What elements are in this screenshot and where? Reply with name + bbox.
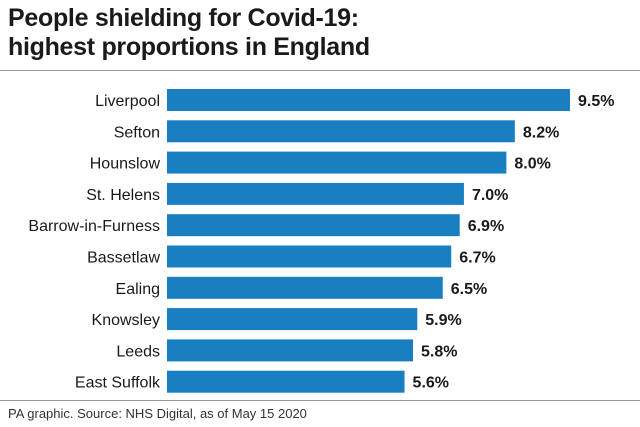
category-label: Hounslow xyxy=(90,156,161,173)
bar xyxy=(167,276,443,299)
bar xyxy=(167,339,414,362)
title-divider xyxy=(0,70,640,71)
chart-title: People shielding for Covid-19: highest p… xyxy=(8,4,628,62)
value-label: 6.9% xyxy=(468,218,504,235)
category-label: Liverpool xyxy=(95,93,160,110)
value-label: 6.5% xyxy=(451,281,487,298)
bar xyxy=(167,214,460,237)
value-label: 5.6% xyxy=(413,375,449,392)
value-label: 5.8% xyxy=(421,343,457,360)
category-label: Barrow-in-Furness xyxy=(28,218,160,235)
bar xyxy=(167,182,464,205)
value-label: 7.0% xyxy=(472,187,508,204)
footer: PA graphic. Source: NHS Digital, as of M… xyxy=(0,400,640,427)
category-label: East Suffolk xyxy=(75,375,161,392)
category-label: Sefton xyxy=(114,124,160,141)
category-label: Leeds xyxy=(116,343,160,360)
bar-chart: Liverpool 9.5% Sefton 8.2% Hounslow 8.0% St. H… xyxy=(28,89,614,393)
bar xyxy=(167,370,405,393)
category-label: Bassetlaw xyxy=(87,250,160,267)
bar xyxy=(167,245,452,268)
bar xyxy=(167,120,515,143)
value-label: 8.0% xyxy=(514,156,550,173)
category-label: St. Helens xyxy=(86,187,160,204)
bar xyxy=(167,308,418,331)
value-label: 6.7% xyxy=(459,250,495,267)
chart-title-line-2: highest proportions in England xyxy=(8,33,370,61)
value-label: 5.9% xyxy=(425,312,461,329)
value-label: 9.5% xyxy=(578,93,614,110)
category-label: Ealing xyxy=(116,281,160,298)
bar xyxy=(167,151,507,174)
source-note: PA graphic. Source: NHS Digital, as of M… xyxy=(8,406,307,421)
chart-title-line-1: People shielding for Covid-19: xyxy=(8,4,359,32)
value-label: 8.2% xyxy=(523,124,559,141)
category-label: Knowsley xyxy=(92,312,160,329)
bar xyxy=(167,89,570,111)
